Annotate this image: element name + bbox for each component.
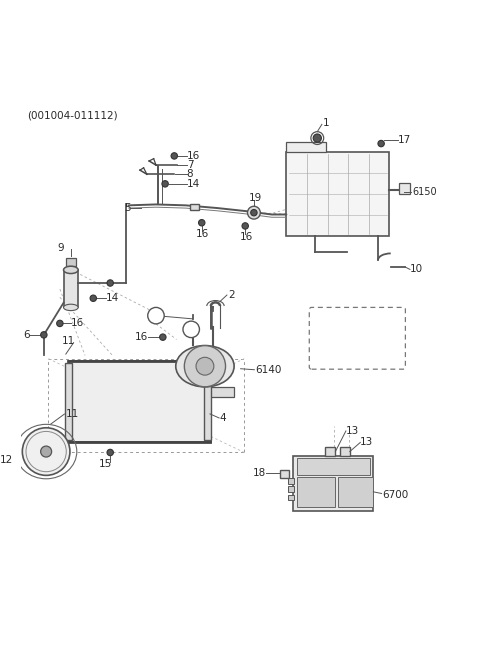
- Circle shape: [378, 140, 384, 147]
- Circle shape: [160, 334, 166, 340]
- Text: 18: 18: [252, 468, 266, 478]
- Text: 12: 12: [0, 455, 13, 465]
- Circle shape: [148, 308, 164, 324]
- Bar: [279, 470, 288, 478]
- Circle shape: [350, 344, 365, 358]
- Bar: [325, 447, 336, 456]
- Text: (001004-011112): (001004-011112): [27, 111, 118, 121]
- Text: 13: 13: [360, 438, 373, 447]
- Bar: [70, 361, 211, 442]
- Circle shape: [41, 332, 47, 338]
- Text: 7: 7: [187, 160, 193, 170]
- Circle shape: [196, 358, 214, 375]
- Bar: [288, 478, 294, 483]
- Text: 6140: 6140: [255, 365, 282, 375]
- Text: 1: 1: [354, 326, 361, 339]
- Text: 14: 14: [187, 179, 200, 189]
- Circle shape: [107, 280, 113, 286]
- Bar: [66, 258, 76, 266]
- Text: A: A: [188, 325, 194, 334]
- Bar: [293, 456, 373, 511]
- Text: 6: 6: [24, 330, 30, 340]
- Text: 4: 4: [219, 413, 226, 423]
- Text: 13: 13: [346, 426, 359, 436]
- Text: A: A: [153, 311, 159, 320]
- Text: 6150: 6150: [412, 188, 437, 197]
- Text: 11: 11: [62, 336, 75, 346]
- Bar: [204, 363, 211, 440]
- Text: 1: 1: [323, 118, 330, 128]
- Text: 16: 16: [135, 332, 148, 342]
- Text: 14: 14: [106, 293, 119, 303]
- Text: 16: 16: [72, 318, 84, 329]
- Text: 16: 16: [187, 151, 200, 161]
- Bar: [297, 477, 336, 507]
- Bar: [287, 142, 325, 152]
- Bar: [63, 270, 78, 308]
- Circle shape: [90, 295, 96, 302]
- Ellipse shape: [63, 304, 78, 310]
- Text: 5: 5: [124, 203, 131, 213]
- Circle shape: [41, 446, 52, 457]
- Bar: [179, 387, 234, 397]
- Ellipse shape: [176, 346, 234, 387]
- Text: 2: 2: [228, 289, 234, 300]
- Bar: [65, 363, 72, 440]
- Bar: [340, 447, 350, 456]
- Text: 15: 15: [99, 459, 112, 470]
- Circle shape: [248, 206, 260, 219]
- Text: 16: 16: [240, 232, 253, 242]
- Text: 16: 16: [196, 229, 209, 239]
- Text: 11: 11: [66, 409, 79, 419]
- Text: 17: 17: [397, 135, 411, 146]
- Text: 19: 19: [249, 193, 262, 203]
- Circle shape: [23, 428, 70, 476]
- Bar: [337, 477, 373, 507]
- Circle shape: [251, 209, 257, 216]
- Circle shape: [57, 320, 63, 327]
- Bar: [297, 459, 370, 475]
- Ellipse shape: [63, 266, 78, 274]
- Text: (W/O AIR CON): (W/O AIR CON): [321, 315, 394, 325]
- Bar: [287, 152, 389, 236]
- Circle shape: [183, 321, 200, 338]
- Text: 6700: 6700: [383, 489, 409, 500]
- Bar: [190, 203, 199, 210]
- Bar: [288, 486, 294, 492]
- FancyBboxPatch shape: [309, 308, 406, 369]
- Text: 9: 9: [57, 243, 64, 253]
- Circle shape: [162, 180, 168, 187]
- Circle shape: [184, 346, 226, 387]
- Circle shape: [242, 223, 249, 229]
- Circle shape: [171, 153, 178, 159]
- Circle shape: [313, 134, 322, 142]
- Circle shape: [107, 449, 113, 456]
- Circle shape: [199, 220, 205, 226]
- Bar: [398, 183, 410, 194]
- Text: 8: 8: [187, 169, 193, 179]
- Text: 10: 10: [410, 264, 423, 274]
- Bar: [288, 495, 294, 500]
